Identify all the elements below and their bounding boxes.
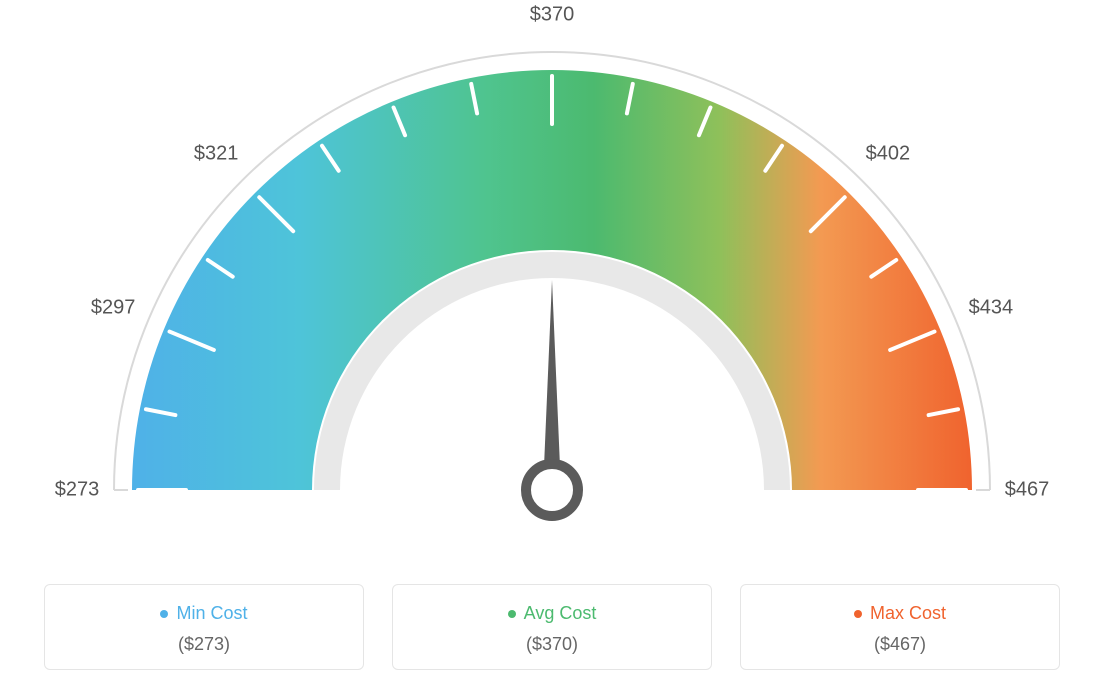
gauge-svg xyxy=(0,0,1104,560)
gauge-tick-label: $297 xyxy=(91,297,136,320)
legend-label-avg: Avg Cost xyxy=(524,603,597,624)
legend-value-min: ($273) xyxy=(55,634,353,655)
gauge-tick-label: $273 xyxy=(55,479,100,502)
gauge-tick-label: $321 xyxy=(194,143,239,166)
dot-min xyxy=(160,610,168,618)
gauge-tick-label: $402 xyxy=(866,143,911,166)
legend-label-max: Max Cost xyxy=(870,603,946,624)
dot-avg xyxy=(508,610,516,618)
dot-max xyxy=(854,610,862,618)
gauge-tick-label: $370 xyxy=(530,4,575,27)
gauge-tick-label: $434 xyxy=(969,297,1014,320)
legend-value-max: ($467) xyxy=(751,634,1049,655)
legend-card-min: Min Cost ($273) xyxy=(44,584,364,670)
legend-card-max: Max Cost ($467) xyxy=(740,584,1060,670)
legend-row: Min Cost ($273) Avg Cost ($370) Max Cost… xyxy=(0,584,1104,670)
cost-gauge: $273 $297 $321 $370 $402 $434 $467 xyxy=(0,0,1104,560)
legend-card-avg: Avg Cost ($370) xyxy=(392,584,712,670)
gauge-tick-label: $467 xyxy=(1005,479,1050,502)
legend-label-min: Min Cost xyxy=(176,603,247,624)
legend-value-avg: ($370) xyxy=(403,634,701,655)
